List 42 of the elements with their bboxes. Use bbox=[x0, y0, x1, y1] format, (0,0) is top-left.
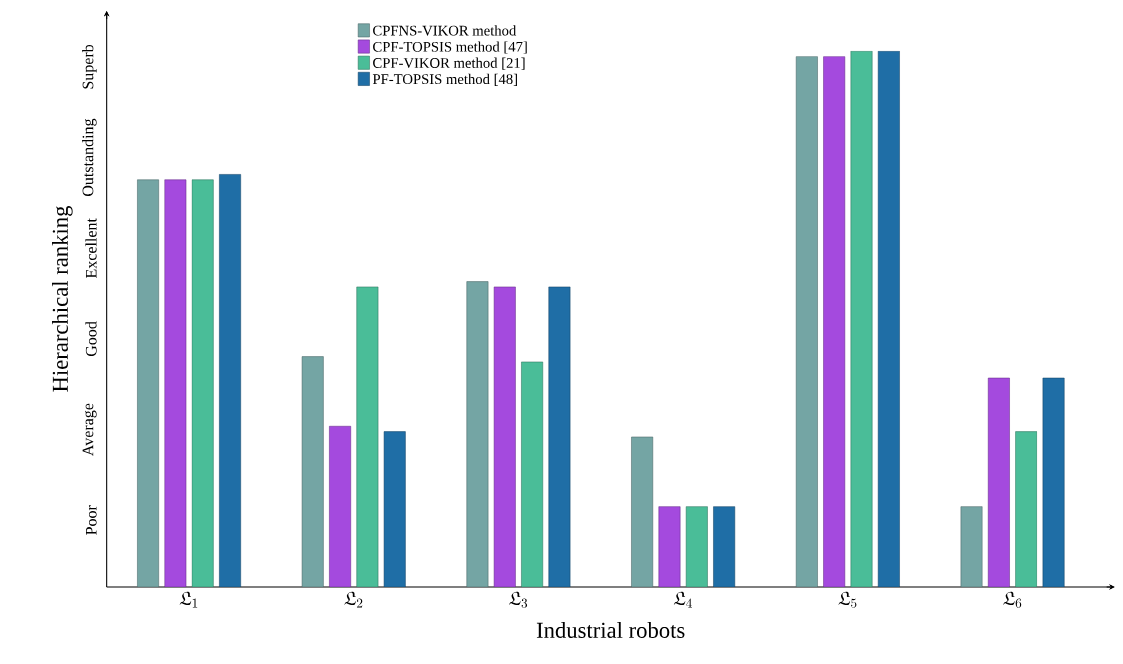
x-tick-label: $\mathfrak{L}_{6}$ bbox=[1003, 591, 1022, 608]
legend-label: CPFNS-VIKOR method bbox=[373, 25, 517, 36]
legend-label: CPF-TOPSIS method [47] bbox=[373, 41, 527, 54]
bar bbox=[1042, 377, 1065, 587]
bar bbox=[685, 506, 708, 587]
bar bbox=[466, 281, 489, 587]
bar bbox=[521, 361, 544, 587]
bar bbox=[823, 56, 846, 587]
text: Average bbox=[82, 403, 97, 456]
bar bbox=[493, 286, 516, 587]
bar bbox=[987, 377, 1010, 587]
text: Poor bbox=[85, 505, 97, 535]
legend-label: CPF-VIKOR method [21] bbox=[373, 57, 525, 70]
bar bbox=[219, 174, 241, 587]
bar bbox=[356, 286, 379, 587]
bar bbox=[191, 179, 214, 587]
bar bbox=[137, 179, 159, 587]
bar bbox=[383, 431, 406, 587]
bar bbox=[164, 179, 187, 587]
y-axis-title: Hierarchical ranking bbox=[52, 205, 73, 392]
x-tick-label: $\mathfrak{L}_{5}$ bbox=[838, 591, 857, 608]
bar bbox=[329, 425, 351, 587]
bar bbox=[301, 356, 324, 587]
legend-label: PF-TOPSIS method [48] bbox=[372, 73, 517, 86]
x-tick-label: $\mathfrak{L}_{1}$ bbox=[179, 591, 198, 608]
bar bbox=[1015, 431, 1038, 587]
bar bbox=[877, 50, 900, 587]
bar bbox=[850, 50, 873, 587]
bar bbox=[960, 506, 983, 587]
x-tick-label: $\mathfrak{L}_{4}$ bbox=[673, 591, 692, 608]
x-tick-label: $\mathfrak{L}_{2}$ bbox=[344, 591, 363, 608]
x-axis-title: Industrial robots bbox=[536, 621, 685, 638]
x-tick-label: $\mathfrak{L}_{3}$ bbox=[509, 591, 528, 608]
text: Superb bbox=[82, 44, 97, 89]
text: Excellent bbox=[85, 218, 97, 279]
text: Good bbox=[85, 321, 97, 357]
text: Outstanding bbox=[82, 118, 97, 197]
bar bbox=[548, 286, 571, 587]
bar bbox=[631, 436, 654, 587]
bar bbox=[795, 56, 818, 587]
bar bbox=[658, 506, 681, 587]
bar bbox=[713, 506, 736, 587]
